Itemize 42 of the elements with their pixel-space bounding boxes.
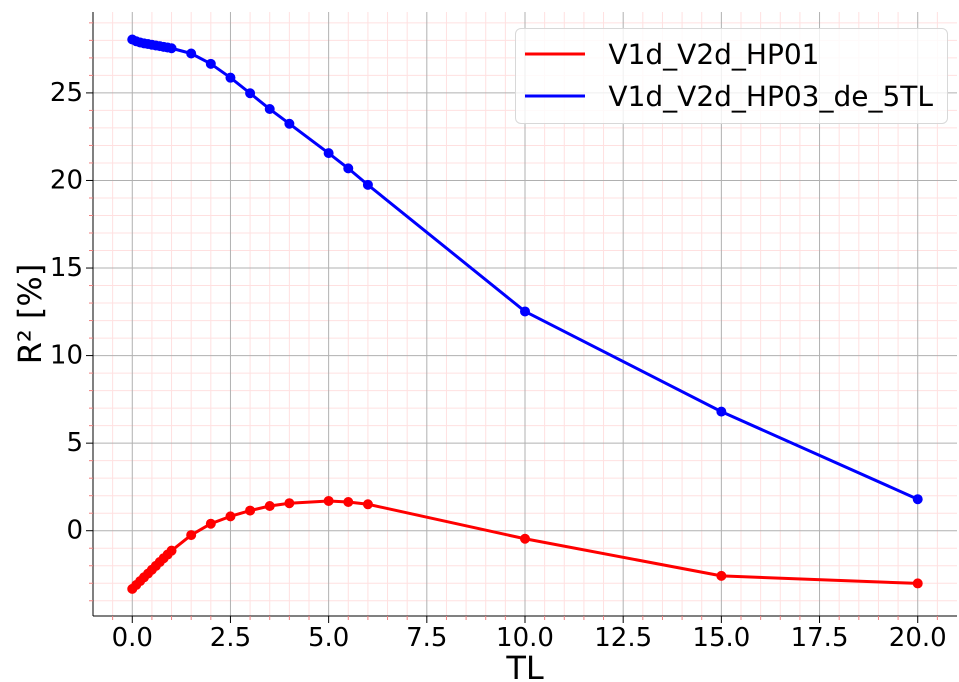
point	[343, 496, 354, 507]
point	[284, 118, 294, 129]
point	[166, 546, 177, 556]
point	[186, 530, 196, 540]
point	[912, 578, 923, 588]
legend-label: V1d_V2d_HP03_de_5TL	[608, 80, 933, 112]
point	[284, 498, 294, 508]
y-tick-label: 0	[66, 516, 83, 546]
y-tick-label: 10	[50, 340, 83, 371]
x-tick-label: 2.5	[210, 623, 252, 653]
point	[206, 518, 216, 529]
point	[245, 506, 256, 516]
point	[362, 180, 373, 190]
point	[716, 570, 726, 581]
point	[186, 48, 196, 59]
x-tick-label: 17.5	[790, 623, 848, 653]
y-tick-label: 25	[50, 78, 83, 108]
x-tick-label: 12.5	[594, 623, 652, 653]
point	[245, 88, 256, 98]
y-tick-label: 15	[50, 253, 83, 284]
x-tick-label: 5.0	[308, 623, 350, 653]
point	[343, 163, 354, 174]
point	[362, 499, 373, 510]
point	[206, 58, 216, 69]
y-axis-title: R² [%]	[11, 264, 49, 364]
point	[716, 406, 726, 417]
y-tick-label: 20	[50, 165, 83, 196]
point	[225, 72, 236, 83]
legend-label: V1d_V2d_HP01	[608, 38, 820, 70]
point	[912, 494, 923, 504]
x-tick-label: 0.0	[112, 623, 153, 653]
y-tick-label: 5	[66, 428, 83, 458]
x-tick-label: 15.0	[692, 623, 750, 653]
point	[264, 104, 275, 114]
point	[264, 501, 275, 512]
point	[520, 306, 530, 316]
x-tick-label: 20.0	[888, 623, 947, 653]
point	[225, 511, 236, 522]
point	[520, 534, 530, 544]
point	[324, 148, 334, 158]
x-tick-label: 7.5	[406, 623, 448, 653]
point	[324, 496, 334, 506]
